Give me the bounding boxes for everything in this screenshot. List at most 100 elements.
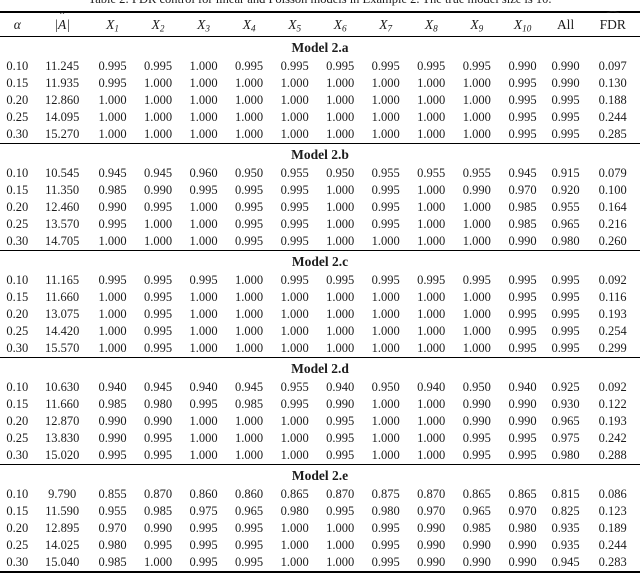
cell-x1: 0.990	[98, 414, 127, 428]
table-row: 0.15 11.350 0.985 0.990 0.995 0.995 0.995 1.000…	[0, 182, 640, 199]
cell-x3: 1.000	[189, 290, 218, 304]
cell-x10: 0.995	[508, 290, 537, 304]
cell-x5: 0.995	[280, 397, 309, 411]
cell-x6: 1.000	[326, 93, 355, 107]
cell-fdr: 0.092	[598, 380, 627, 394]
table-row: 0.30 15.020 0.995 0.995 1.000 1.000 1.000 0.995…	[0, 447, 640, 465]
cell-x10: 0.945	[508, 166, 537, 180]
cell-x5: 1.000	[280, 127, 309, 141]
cell-fdr: 0.283	[598, 555, 627, 569]
cell-x9: 0.950	[462, 380, 491, 394]
cell-alpha: 0.15	[6, 504, 29, 518]
cell-x9: 0.865	[462, 487, 491, 501]
cell-x4: 0.995	[235, 183, 264, 197]
section-title: Model 2.e	[0, 464, 640, 486]
cell-x1: 0.970	[98, 521, 127, 535]
cell-x6: 0.990	[326, 397, 355, 411]
cell-all: 0.995	[551, 290, 580, 304]
cell-x1: 1.000	[98, 324, 127, 338]
cell-alpha: 0.10	[6, 487, 29, 501]
col-header-x6: X6	[317, 13, 363, 37]
cell-all: 0.995	[551, 273, 580, 287]
cell-x8: 0.970	[417, 504, 446, 518]
cell-x8: 0.990	[417, 555, 446, 569]
cell-x3: 1.000	[189, 200, 218, 214]
cell-alpha: 0.10	[6, 380, 29, 394]
cell-model-size: 14.095	[44, 110, 80, 124]
cell-x8: 1.000	[417, 217, 446, 231]
cell-model-size: 11.165	[45, 273, 80, 287]
section-header-row: Model 2.e	[0, 464, 640, 486]
cell-fdr: 0.130	[598, 76, 627, 90]
section-header-row: Model 2.a	[0, 37, 640, 59]
cell-x9: 0.990	[462, 555, 491, 569]
cell-model-size: 14.420	[44, 324, 80, 338]
cell-x1: 0.855	[98, 487, 127, 501]
cell-x3: 0.960	[189, 166, 218, 180]
cell-x6: 0.995	[326, 273, 355, 287]
cell-x10: 0.985	[508, 217, 537, 231]
cell-model-size: 10.545	[44, 166, 80, 180]
cell-x8: 1.000	[417, 76, 446, 90]
cell-x2: 0.995	[143, 431, 173, 445]
cell-fdr: 0.123	[598, 504, 627, 518]
cell-x2: 0.990	[143, 414, 173, 428]
col-header-x7: X7	[362, 13, 409, 37]
cell-x7: 0.995	[371, 521, 400, 535]
cell-x4: 0.995	[235, 59, 264, 73]
cell-x4: 1.000	[235, 341, 264, 355]
cell-model-size: 15.020	[44, 448, 80, 462]
col-header-x4: X4	[226, 13, 272, 37]
cell-x2: 0.945	[143, 380, 173, 394]
cell-fdr: 0.116	[598, 290, 627, 304]
cell-x8: 1.000	[417, 183, 446, 197]
cell-fdr: 0.193	[598, 414, 627, 428]
table-row: 0.15 11.660 0.985 0.980 0.995 0.985 0.995 0.990…	[0, 396, 640, 413]
cell-fdr: 0.285	[598, 127, 627, 141]
cell-x10: 0.990	[508, 234, 537, 248]
table-row: 0.10 9.790 0.855 0.870 0.860 0.860 0.865 0.870 0…	[0, 486, 640, 503]
cell-x2: 1.000	[143, 555, 173, 569]
table-row: 0.15 11.590 0.955 0.985 0.975 0.965 0.980 0.995…	[0, 503, 640, 520]
cell-x4: 0.995	[235, 538, 264, 552]
cell-x10: 0.990	[508, 397, 537, 411]
cell-alpha: 0.15	[6, 397, 29, 411]
cell-x2: 0.980	[143, 397, 173, 411]
cell-alpha: 0.20	[6, 93, 29, 107]
cell-x1: 0.995	[98, 448, 127, 462]
cell-x3: 1.000	[189, 59, 218, 73]
cell-x3: 1.000	[189, 307, 218, 321]
cell-x1: 1.000	[98, 341, 127, 355]
cell-x6: 1.000	[326, 183, 355, 197]
cell-model-size: 15.040	[44, 555, 80, 569]
section-header-row: Model 2.b	[0, 143, 640, 165]
table-row: 0.30 14.705 1.000 1.000 1.000 0.995 0.995 1.000…	[0, 233, 640, 251]
cell-x3: 1.000	[189, 414, 218, 428]
cell-x10: 0.995	[508, 341, 537, 355]
cell-fdr: 0.122	[598, 397, 627, 411]
table-row: 0.20 12.895 0.970 0.990 0.995 0.995 1.000 1.000…	[0, 520, 640, 537]
cell-all: 0.995	[551, 110, 580, 124]
cell-x8: 1.000	[417, 93, 446, 107]
cell-x6: 1.000	[326, 307, 355, 321]
table-row: 0.10 11.165 0.995 0.995 0.995 1.000 0.995 0.995…	[0, 272, 640, 289]
cell-x2: 0.995	[143, 448, 173, 462]
cell-x3: 1.000	[189, 448, 218, 462]
cell-x9: 1.000	[462, 290, 491, 304]
col-header-x8: X8	[408, 13, 454, 37]
cell-model-size: 11.660	[45, 397, 80, 411]
table-bottom-rule	[0, 571, 640, 573]
col-header-model-size: |A ˆ |	[34, 10, 90, 37]
cell-all: 0.965	[551, 414, 580, 428]
cell-model-size: 12.860	[44, 93, 80, 107]
cell-alpha: 0.30	[6, 555, 29, 569]
cell-x4: 0.995	[235, 521, 264, 535]
cell-x3: 1.000	[189, 110, 218, 124]
cell-x10: 0.990	[508, 538, 537, 552]
cell-alpha: 0.10	[6, 273, 29, 287]
cell-x4: 0.995	[235, 200, 264, 214]
cell-x8: 0.940	[417, 380, 446, 394]
cell-x10: 0.990	[508, 555, 537, 569]
cell-x4: 0.945	[235, 380, 264, 394]
table-row: 0.25 13.830 0.990 0.995 1.000 1.000 1.000 0.995…	[0, 430, 640, 447]
